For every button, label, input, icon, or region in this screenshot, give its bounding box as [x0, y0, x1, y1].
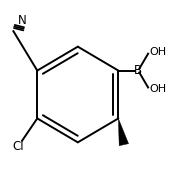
- Text: B: B: [134, 64, 142, 77]
- Text: N: N: [18, 14, 27, 27]
- Text: Cl: Cl: [12, 140, 24, 153]
- Text: OH: OH: [150, 84, 167, 94]
- Polygon shape: [118, 119, 129, 146]
- Text: OH: OH: [150, 47, 167, 57]
